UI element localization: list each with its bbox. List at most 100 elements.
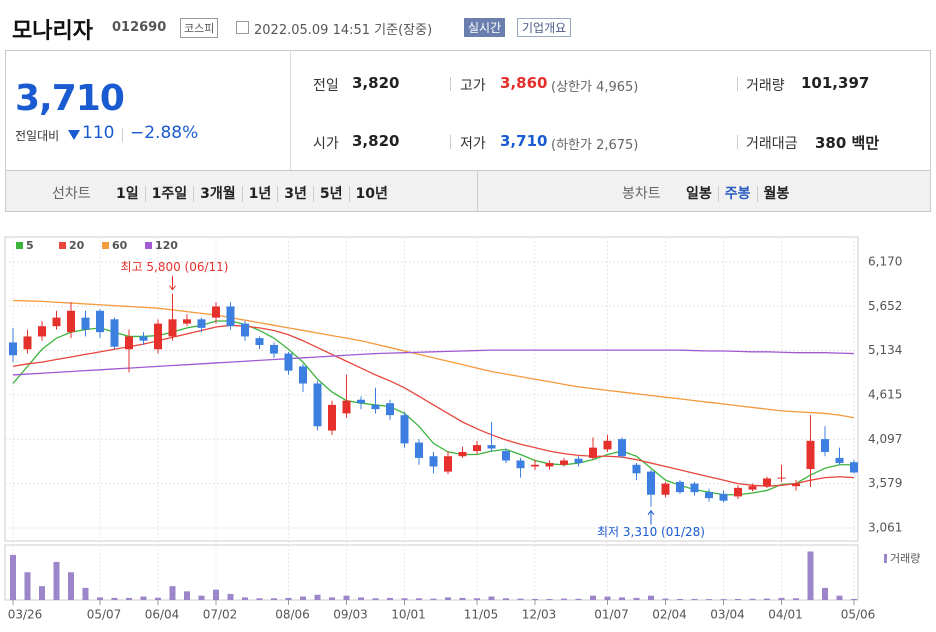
y-tick-label: 5,134 xyxy=(868,343,902,357)
candle-type-list: 일봉 주봉 월봉 xyxy=(680,183,796,203)
candle-body xyxy=(806,440,815,470)
x-tick-label: 04/01 xyxy=(768,608,803,622)
volume-bar xyxy=(169,586,176,600)
volume-legend-swatch xyxy=(884,554,887,563)
volume-bar xyxy=(53,561,60,600)
candle-body xyxy=(284,353,293,371)
candle-type-button[interactable]: 주봉 xyxy=(717,186,757,202)
volume-bar xyxy=(575,598,582,600)
candle-body xyxy=(473,445,481,452)
volume-bar xyxy=(604,596,611,600)
stock-name: 모나리자 xyxy=(12,19,93,44)
x-tick-label: 07/02 xyxy=(203,608,238,622)
candle-body xyxy=(81,317,90,330)
candle-body xyxy=(545,463,554,467)
candle-type-button[interactable]: 일봉 xyxy=(686,186,712,202)
volume-pane xyxy=(4,544,859,601)
candle-body xyxy=(661,483,670,495)
volume-bar xyxy=(97,597,103,600)
change: 110 xyxy=(82,123,115,143)
legend-label: 60 xyxy=(112,239,128,252)
candle-body xyxy=(270,344,278,354)
candle-type-button[interactable]: 월봉 xyxy=(756,186,796,202)
candle-body xyxy=(850,462,858,473)
volume-bar xyxy=(358,597,364,600)
candle-body xyxy=(139,336,148,341)
volume-bar xyxy=(39,586,45,600)
x-tick-label: 05/06 xyxy=(841,608,876,622)
volume-bar xyxy=(126,597,132,600)
low-value: 3,710 xyxy=(500,132,548,150)
period-button[interactable]: 1일 xyxy=(116,186,139,202)
upper-limit: (상한가 4,965) xyxy=(551,80,639,95)
candle-body xyxy=(444,456,452,472)
volume-bar xyxy=(720,599,727,600)
amount-label: 거래대금 xyxy=(746,136,798,152)
y-tick-label: 6,170 xyxy=(868,255,902,269)
volume-bar xyxy=(532,598,538,600)
candle-body xyxy=(328,404,336,431)
volume-bar xyxy=(778,597,785,600)
x-tick-label: 03/04 xyxy=(710,608,745,622)
low-label: 저가 xyxy=(460,136,486,152)
period-button[interactable]: 1년 xyxy=(241,186,278,202)
period-button[interactable]: 10년 xyxy=(348,186,394,202)
candle-body xyxy=(821,439,829,452)
period-button[interactable]: 3년 xyxy=(277,186,313,202)
candle-body xyxy=(386,403,394,416)
candle-body xyxy=(371,404,380,410)
candle-body xyxy=(67,310,75,333)
x-tick-label: 03/26 xyxy=(8,608,43,622)
volume-bar xyxy=(242,597,248,600)
period-button[interactable]: 3개월 xyxy=(193,186,242,202)
volume-bar xyxy=(430,598,437,600)
volume-bar xyxy=(836,595,843,600)
candle-body xyxy=(342,400,351,414)
volume-bar xyxy=(735,598,741,600)
annotation-arrowhead xyxy=(169,285,176,291)
volume-bar xyxy=(111,597,118,600)
candle-body xyxy=(560,460,568,465)
volume-bar xyxy=(546,598,553,600)
divider xyxy=(290,50,291,170)
volume-bar xyxy=(793,598,799,600)
timestamp: 2022.05.09 14:51 기준(장중) xyxy=(254,23,433,38)
realtime-button[interactable]: 실시간 xyxy=(464,18,506,37)
candle-body xyxy=(9,342,17,356)
moving-average-line xyxy=(12,320,854,496)
amount-value: 380 백만 xyxy=(815,134,880,152)
candle-body xyxy=(429,456,438,467)
candle-body xyxy=(719,493,728,501)
candle-body xyxy=(618,439,626,457)
company-button[interactable]: 기업개요 xyxy=(517,18,572,37)
x-tick-label: 12/03 xyxy=(522,608,557,622)
prev-value: 3,820 xyxy=(352,74,400,92)
change-rate: −2.88% xyxy=(130,123,199,143)
candle-body xyxy=(241,323,249,337)
x-tick-label: 02/04 xyxy=(652,608,687,622)
candle-body xyxy=(183,319,191,324)
down-arrow xyxy=(68,130,80,140)
candle-body xyxy=(255,338,264,345)
volume-bar xyxy=(749,598,756,600)
candle-body xyxy=(763,478,771,487)
y-tick-label: 3,061 xyxy=(868,521,902,535)
candle-chart-label: 봉차트 xyxy=(622,186,661,202)
period-button[interactable]: 5년 xyxy=(312,186,349,202)
volume-bar xyxy=(822,587,828,600)
candle-body xyxy=(415,442,423,458)
period-button[interactable]: 1주일 xyxy=(144,186,194,202)
open-value: 3,820 xyxy=(352,132,400,150)
candle-body xyxy=(705,492,713,499)
volume-bar xyxy=(24,572,31,600)
volume-bar xyxy=(10,554,16,600)
market-badge: 코스피 xyxy=(180,18,219,38)
candle-body xyxy=(516,460,525,469)
candle-body xyxy=(835,457,844,464)
moving-average-line xyxy=(12,349,855,376)
volume-bar xyxy=(372,598,379,600)
volume-bar xyxy=(590,595,596,600)
candle-body xyxy=(197,319,206,328)
volume-bar xyxy=(227,593,234,600)
